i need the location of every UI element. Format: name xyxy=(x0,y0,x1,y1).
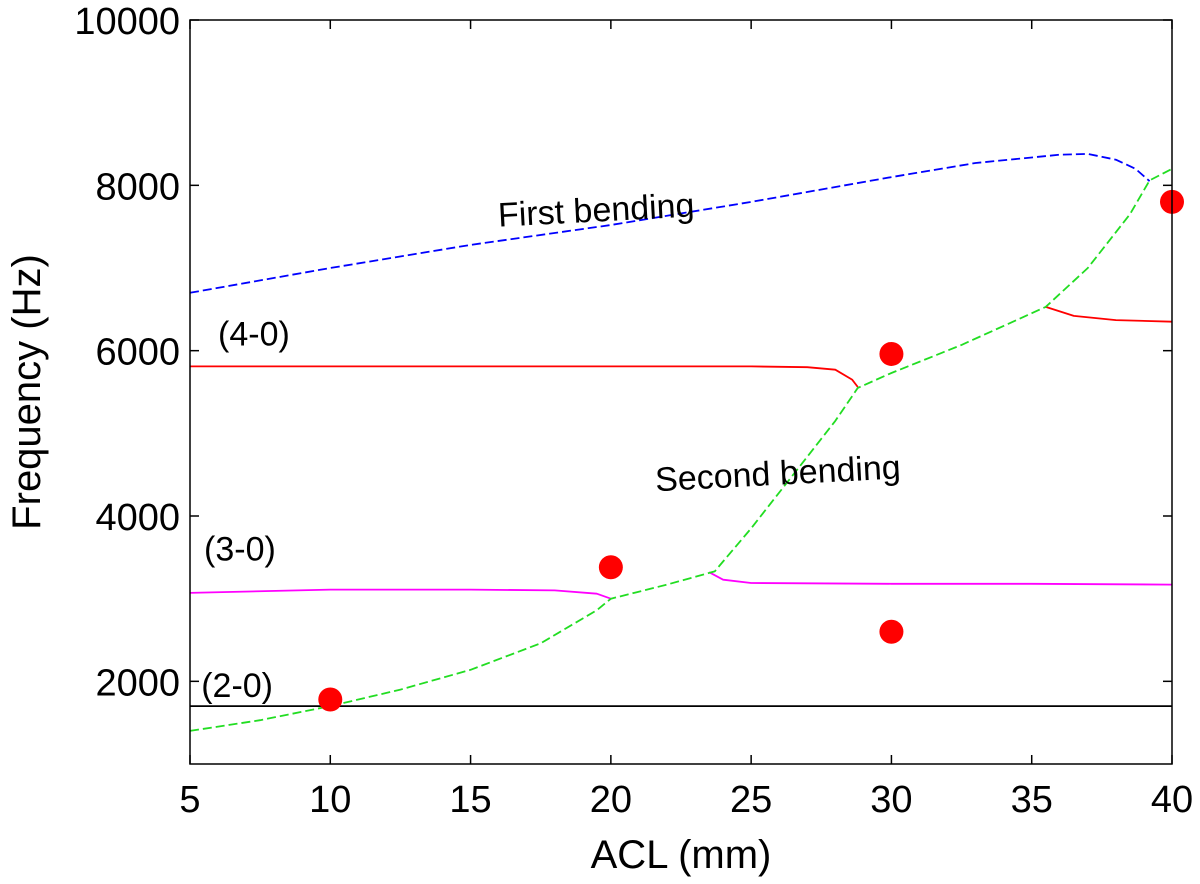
y-tick-label: 8000 xyxy=(95,166,180,208)
x-tick-label: 10 xyxy=(309,779,351,821)
series-line-6 xyxy=(189,168,1173,732)
series-line-4 xyxy=(708,571,1173,586)
curve-annotation: (4-0) xyxy=(218,316,290,354)
y-tick-label: 6000 xyxy=(95,332,180,374)
series-layer xyxy=(189,153,1173,732)
curve-annotation: First bending xyxy=(497,186,695,234)
x-tick-label: 25 xyxy=(730,779,772,821)
series-line-3 xyxy=(189,588,612,600)
data-point-marker xyxy=(879,341,904,366)
marker-layer xyxy=(318,189,1184,712)
x-tick-label: 5 xyxy=(179,779,200,821)
x-axis-title: ACL (mm) xyxy=(591,833,772,877)
y-tick-label: 2000 xyxy=(95,662,180,704)
plot-frame xyxy=(189,19,1173,765)
y-axis-ticks: 2000 4000 6000 8000 10000 xyxy=(74,1,1172,704)
series-line-2 xyxy=(1045,306,1173,323)
curve-annotation: Second bending xyxy=(654,448,901,499)
x-tick-label: 30 xyxy=(870,779,912,821)
annotation-layer: First bending (4-0) Second bending (3-0) (2-… xyxy=(201,186,901,705)
data-point-marker xyxy=(598,555,623,580)
y-tick-label: 4000 xyxy=(95,497,180,539)
curve-annotation: (2-0) xyxy=(201,667,273,705)
x-tick-label: 35 xyxy=(1011,779,1053,821)
curve-annotation: (3-0) xyxy=(204,531,276,569)
data-point-marker xyxy=(879,619,904,644)
y-axis-title: Frequency (Hz) xyxy=(5,254,49,530)
y-tick-label: 10000 xyxy=(74,1,180,43)
series-line-1 xyxy=(190,365,859,388)
x-axis-ticks: 5 10 15 20 25 30 35 40 xyxy=(179,20,1193,821)
x-tick-label: 40 xyxy=(1151,779,1193,821)
series-line-0 xyxy=(189,153,1151,294)
x-tick-label: 20 xyxy=(590,779,632,821)
x-tick-label: 15 xyxy=(449,779,491,821)
data-point-marker xyxy=(318,687,343,712)
